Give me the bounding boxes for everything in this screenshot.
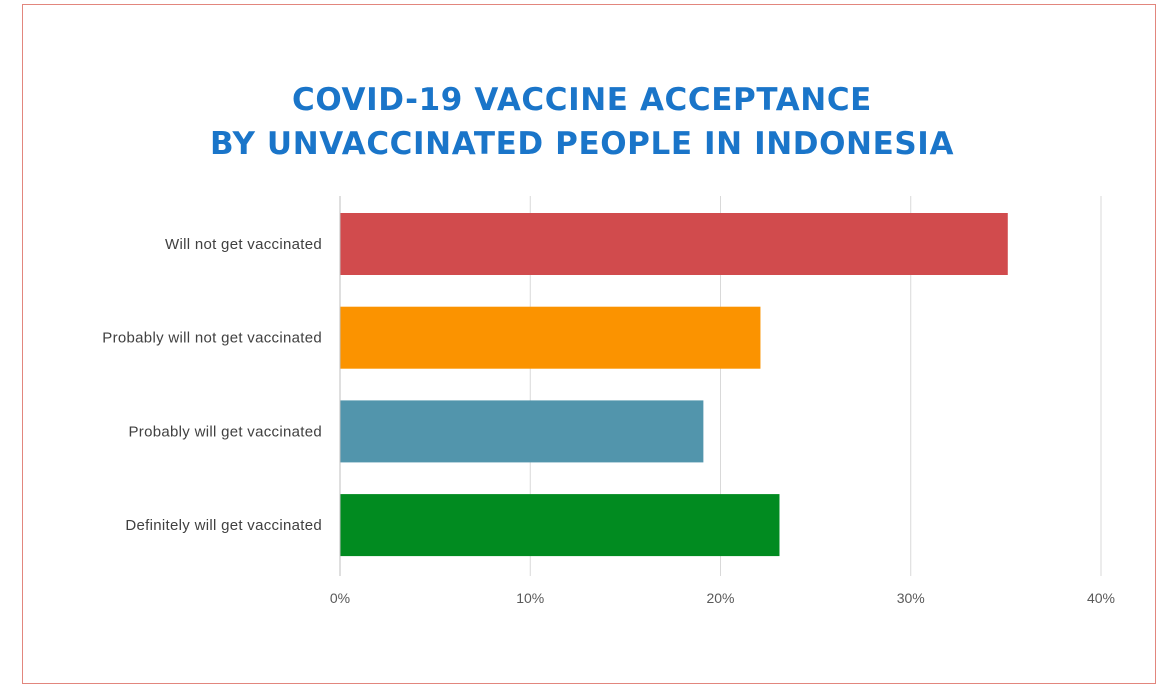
x-tick-label: 20%	[706, 590, 734, 606]
category-label: Definitely will get vaccinated	[125, 517, 322, 534]
bar	[340, 400, 704, 463]
category-label: Probably will get vaccinated	[129, 423, 323, 440]
bar	[340, 306, 761, 369]
chart-title-line-1: COVID-19 VACCINE ACCEPTANCE	[292, 82, 872, 118]
x-tick-label: 40%	[1087, 590, 1115, 606]
bar	[340, 494, 780, 557]
category-label: Will not get vaccinated	[165, 236, 322, 253]
bar	[340, 213, 1008, 275]
category-label: Probably will not get vaccinated	[102, 330, 322, 347]
chart-title: COVID-19 VACCINE ACCEPTANCE BY UNVACCINA…	[0, 78, 1164, 166]
x-tick-label: 30%	[897, 590, 925, 606]
x-tick-label: 10%	[516, 590, 544, 606]
x-tick-label: 0%	[330, 590, 350, 606]
chart-title-line-2: BY UNVACCINATED PEOPLE IN INDONESIA	[209, 126, 955, 162]
bar-chart: Will not get vaccinated Probably will not…	[102, 196, 1115, 606]
